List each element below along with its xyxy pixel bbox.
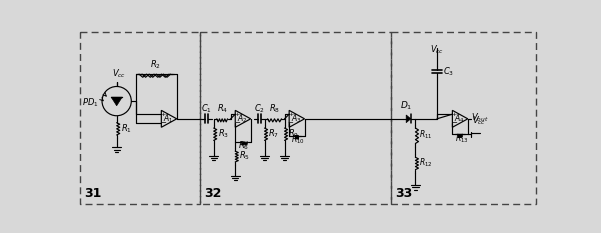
- Text: $R_9$: $R_9$: [288, 128, 299, 140]
- Text: $R_{11}$: $R_{11}$: [419, 129, 433, 141]
- Text: $R_{13}$: $R_{13}$: [455, 132, 469, 145]
- Polygon shape: [111, 97, 122, 106]
- Text: $A_3$: $A_3$: [291, 113, 301, 125]
- Polygon shape: [406, 115, 411, 123]
- Text: $C_2$: $C_2$: [254, 102, 264, 115]
- Text: $R_2$: $R_2$: [150, 58, 162, 71]
- Text: +: +: [288, 113, 293, 117]
- Text: $R_8$: $R_8$: [269, 102, 280, 115]
- Text: $R_6$: $R_6$: [238, 140, 249, 152]
- Text: −: −: [288, 120, 294, 127]
- Text: +: +: [451, 113, 457, 117]
- Text: −: −: [451, 120, 457, 127]
- Text: $R_{10}$: $R_{10}$: [291, 134, 305, 146]
- Text: $A_1$: $A_1$: [163, 113, 174, 125]
- Text: −: −: [234, 120, 240, 127]
- Text: $V_{cc}$: $V_{cc}$: [472, 114, 487, 127]
- Text: $R_4$: $R_4$: [216, 102, 228, 115]
- Text: $C_3$: $C_3$: [443, 66, 454, 78]
- Text: $V_{cc}$: $V_{cc}$: [430, 43, 444, 56]
- Text: $R_1$: $R_1$: [121, 123, 132, 135]
- Text: $PD_1$: $PD_1$: [82, 96, 99, 109]
- Text: $D_1$: $D_1$: [400, 99, 412, 112]
- Text: 31: 31: [84, 187, 102, 200]
- Text: $R_5$: $R_5$: [239, 150, 250, 162]
- Text: $R_7$: $R_7$: [269, 128, 279, 140]
- Text: +: +: [160, 113, 165, 117]
- Text: −: −: [160, 120, 166, 127]
- Text: $C_1$: $C_1$: [201, 102, 212, 115]
- Text: $A_4$: $A_4$: [454, 113, 465, 125]
- Text: 32: 32: [204, 187, 222, 200]
- Text: $V_{cc}$: $V_{cc}$: [112, 68, 126, 80]
- Text: $A_2$: $A_2$: [237, 113, 248, 125]
- Text: 33: 33: [395, 187, 413, 200]
- Text: $V_{out}$: $V_{out}$: [471, 112, 489, 124]
- Text: $R_{12}$: $R_{12}$: [419, 157, 433, 169]
- Text: $R_3$: $R_3$: [218, 128, 228, 140]
- Text: +: +: [234, 113, 239, 117]
